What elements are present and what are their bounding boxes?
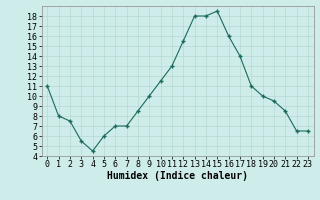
X-axis label: Humidex (Indice chaleur): Humidex (Indice chaleur)	[107, 171, 248, 181]
